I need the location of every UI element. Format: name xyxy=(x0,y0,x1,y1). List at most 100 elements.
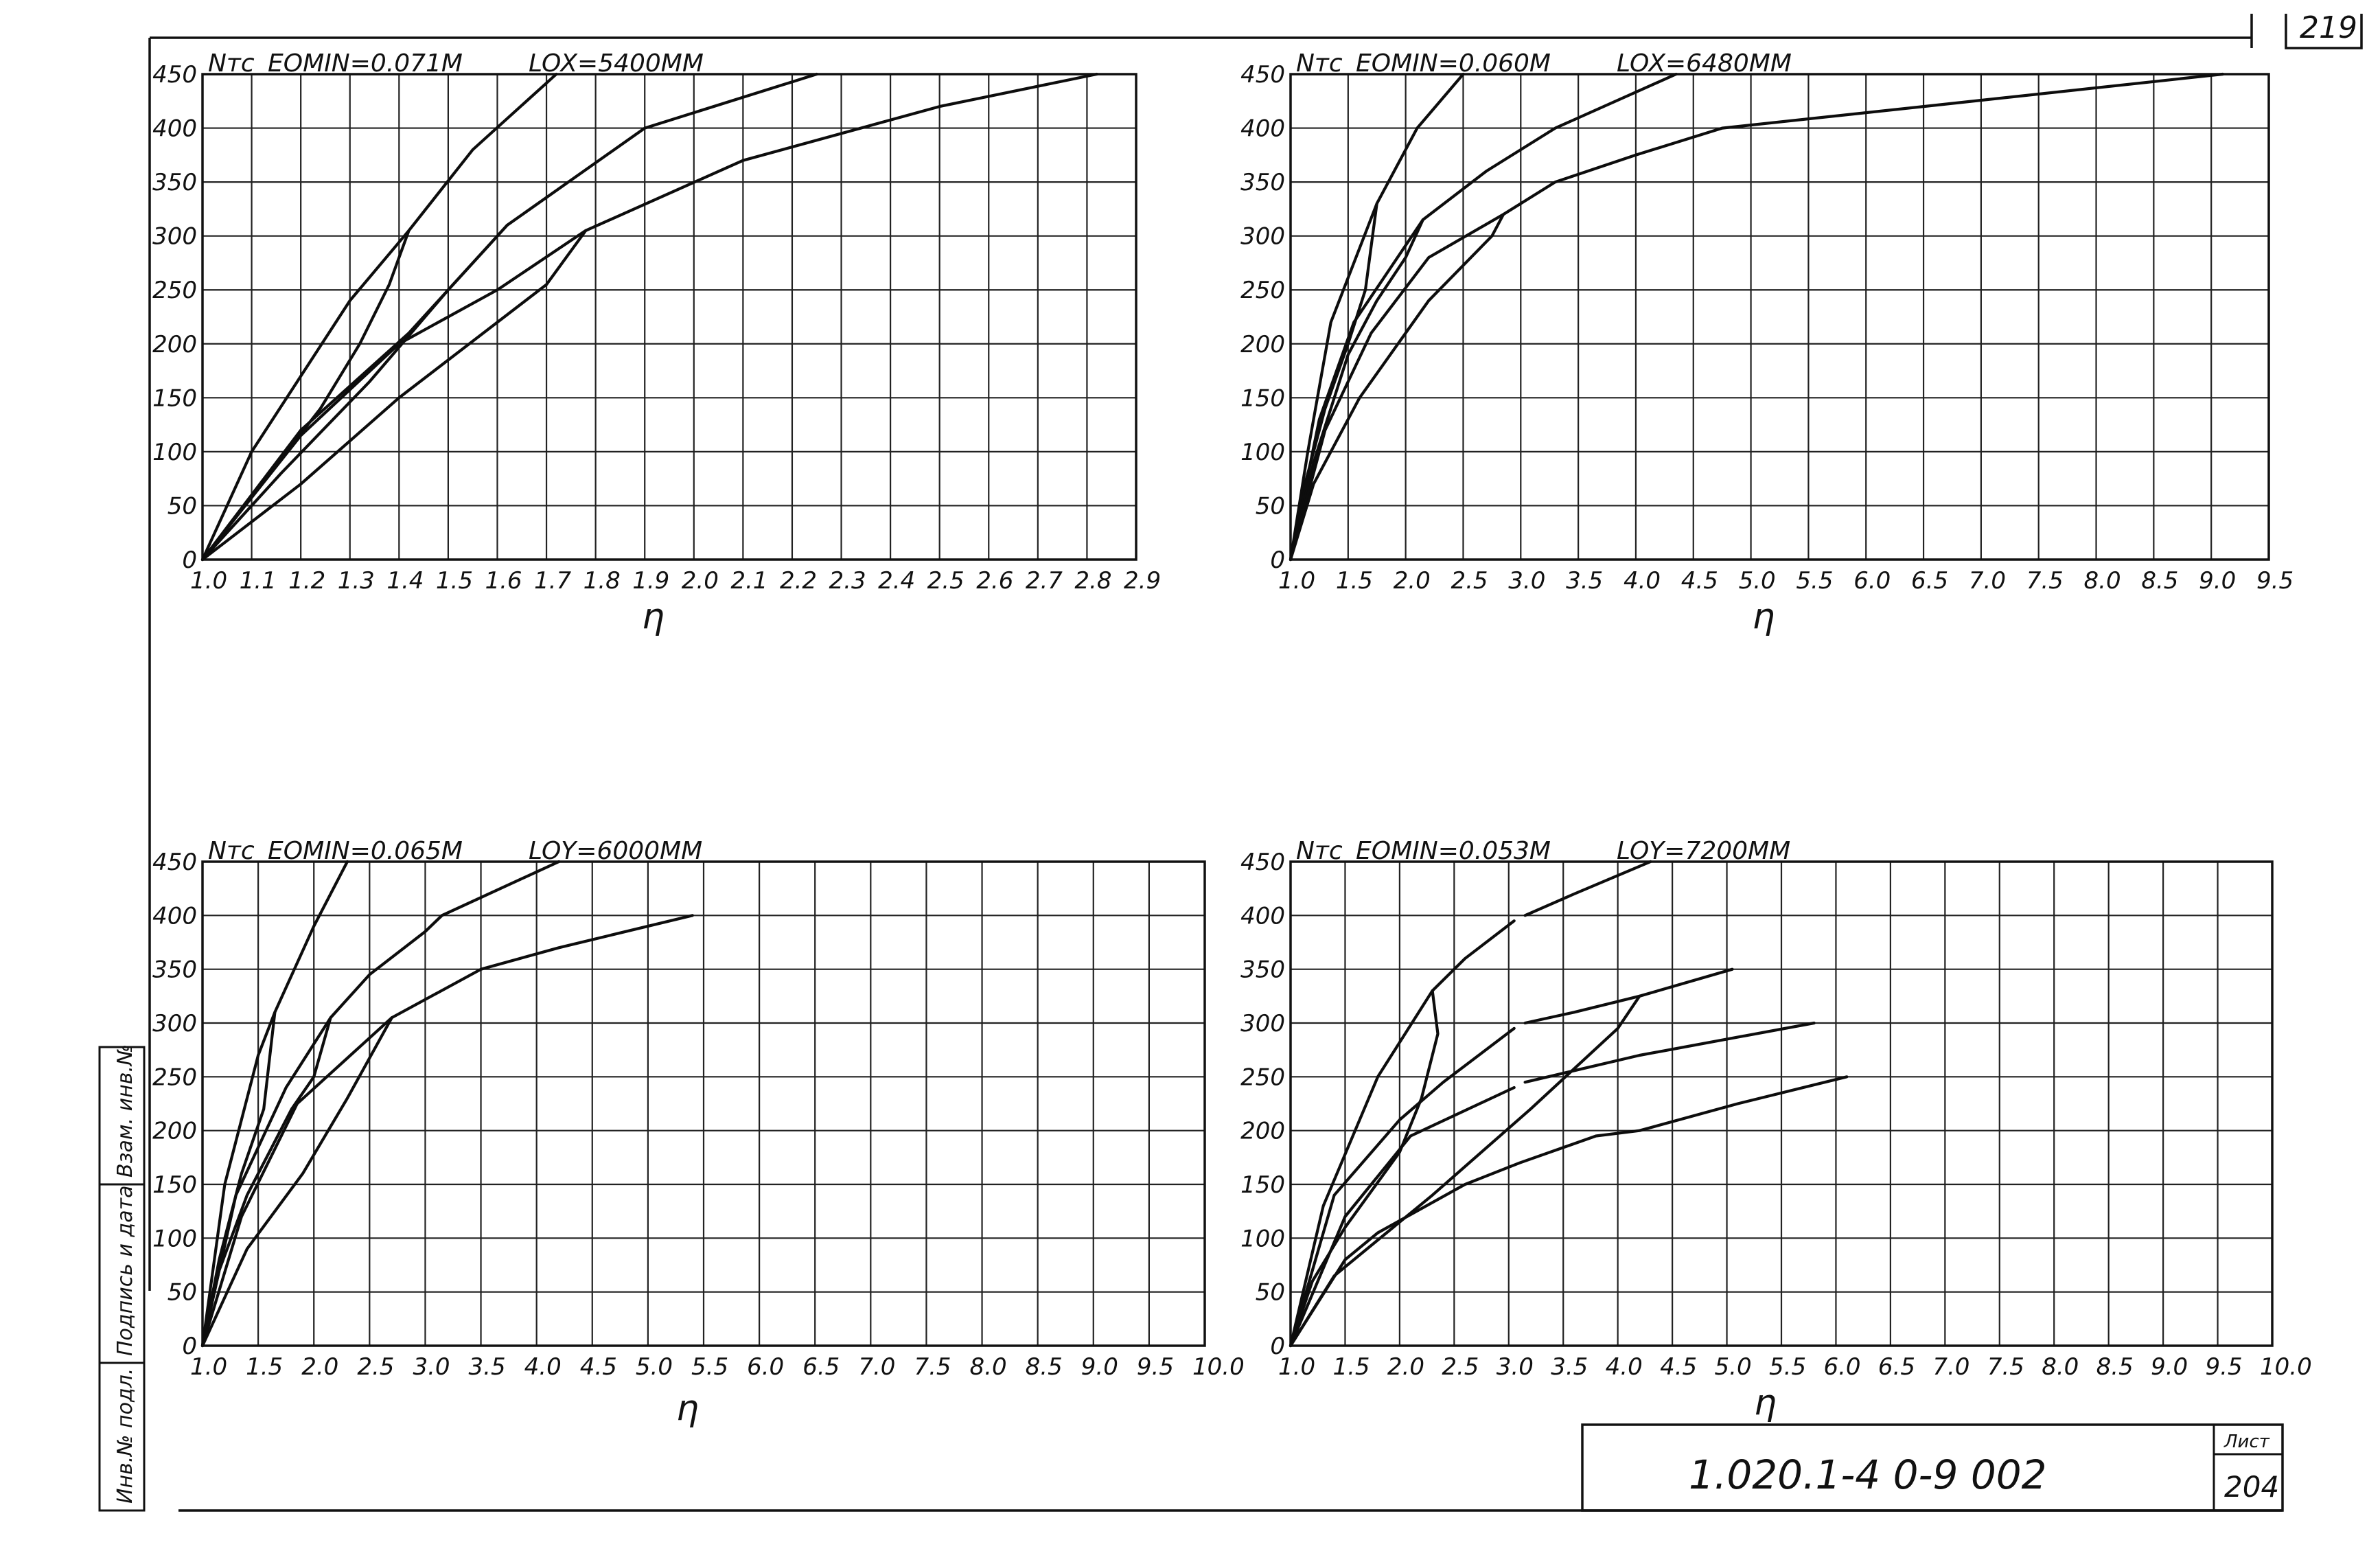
series-line xyxy=(1289,213,1505,562)
x-tick-label: 3.5 xyxy=(1551,1353,1588,1381)
chart-header-eccentricity: EOMIN=0.060М xyxy=(1356,49,1551,78)
side-stamp-inv-original: Инв.№ подл. xyxy=(113,1368,137,1504)
x-tick-label: 1.4 xyxy=(386,567,424,595)
chart-grid xyxy=(1289,73,2270,561)
x-tick-label: 4.0 xyxy=(524,1353,562,1381)
x-tick-label: 2.6 xyxy=(976,567,1013,595)
chart-grid xyxy=(201,73,1137,561)
series-line xyxy=(1523,860,1652,917)
x-tick-label: 2.8 xyxy=(1074,567,1111,595)
chart-header-eccentricity: EOMIN=0.065М xyxy=(268,837,463,865)
x-tick-label: 1.6 xyxy=(485,567,522,595)
series-line xyxy=(1289,218,1424,562)
chart-header-length: LOY=7200ММ xyxy=(1617,837,1790,865)
y-tick-label: 200 xyxy=(152,1118,197,1145)
x-tick-label: 9.5 xyxy=(2206,1353,2243,1381)
x-tick-label: 7.0 xyxy=(1969,567,2006,595)
x-tick-label: 3.0 xyxy=(1497,1353,1534,1381)
x-axis-label: η xyxy=(642,596,665,637)
x-tick-label: 2.9 xyxy=(1124,567,1161,595)
y-tick-label: 0 xyxy=(1270,547,1285,574)
x-tick-label: 9.0 xyxy=(2151,1353,2188,1381)
chart-grid xyxy=(201,860,1206,1347)
x-tick-label: 9.0 xyxy=(1081,1353,1118,1381)
y-tick-label: 0 xyxy=(182,547,197,574)
title-block: 1.020.1-4 0-9 002 Лист 204 xyxy=(178,1423,2284,1512)
x-tick-label: 4.0 xyxy=(1624,567,1661,595)
x-tick-label: 7.5 xyxy=(1987,1353,2024,1381)
x-tick-label: 8.0 xyxy=(970,1353,1007,1381)
y-tick-label: 250 xyxy=(1240,1064,1285,1091)
x-tick-label: 2.5 xyxy=(1442,1353,1479,1381)
x-tick-label: 8.5 xyxy=(1026,1353,1063,1381)
y-tick-label: 350 xyxy=(1240,169,1285,196)
y-tick-label: 0 xyxy=(1270,1333,1285,1360)
y-tick-label: 400 xyxy=(1240,115,1285,143)
x-tick-label: 1.5 xyxy=(1332,1353,1370,1381)
y-tick-label: 400 xyxy=(1240,902,1285,930)
x-tick-label: 2.1 xyxy=(730,567,767,595)
x-tick-label: 3.5 xyxy=(1566,567,1603,595)
chart-header-length: LOX=5400ММ xyxy=(529,49,704,78)
x-tick-label: 1.9 xyxy=(632,567,669,595)
x-tick-label: 5.0 xyxy=(1715,1353,1752,1381)
chart-header-force: Nтс xyxy=(1296,49,1343,78)
x-tick-label: 2.2 xyxy=(780,567,817,595)
x-tick-label: 8.0 xyxy=(2042,1353,2079,1381)
sheet-label: Лист xyxy=(2223,1432,2270,1452)
y-tick-label: 450 xyxy=(1240,61,1285,89)
y-tick-label: 200 xyxy=(152,331,197,358)
y-tick-label: 150 xyxy=(152,1171,197,1199)
series-line xyxy=(1523,1021,1816,1084)
y-tick-label: 200 xyxy=(1240,331,1285,358)
x-tick-label: 9.0 xyxy=(2199,567,2236,595)
chart-header-eccentricity: EOMIN=0.053М xyxy=(1356,837,1551,865)
x-tick-label: 3.0 xyxy=(1508,567,1545,595)
sheet-number: 204 xyxy=(2224,1470,2279,1504)
x-tick-label: 1.7 xyxy=(534,567,571,595)
x-tick-label: 8.5 xyxy=(2096,1353,2134,1381)
document-code: 1.020.1-4 0-9 002 xyxy=(1689,1451,2047,1498)
x-tick-label: 7.5 xyxy=(914,1353,951,1381)
x-tick-label: 2.3 xyxy=(829,567,866,595)
series-line xyxy=(200,223,509,562)
chart-header-length: LOY=6000ММ xyxy=(529,837,702,865)
plot-frame xyxy=(201,860,1206,1347)
x-tick-label: 2.4 xyxy=(878,567,915,595)
x-tick-label: 10.0 xyxy=(2260,1353,2312,1381)
y-tick-label: 50 xyxy=(1256,1279,1285,1307)
corner-page-number: 219 xyxy=(2300,10,2357,45)
x-tick-label: 2.0 xyxy=(682,567,719,595)
x-tick-label: 2.5 xyxy=(1451,567,1488,595)
y-tick-label: 300 xyxy=(152,223,197,251)
x-tick-label: 6.5 xyxy=(802,1353,840,1381)
x-axis-label: η xyxy=(1754,1382,1777,1423)
y-tick-label: 150 xyxy=(1240,1171,1285,1199)
y-tick-label: 100 xyxy=(152,439,197,466)
x-tick-label: 2.5 xyxy=(927,567,964,595)
x-tick-label: 9.5 xyxy=(1137,1353,1174,1381)
series-line xyxy=(200,1016,393,1348)
x-tick-label: 1.5 xyxy=(1336,567,1373,595)
x-tick-label: 2.0 xyxy=(1387,1353,1424,1381)
plot-frame xyxy=(201,73,1137,561)
y-tick-label: 450 xyxy=(152,61,197,89)
x-tick-label: 6.0 xyxy=(1823,1353,1860,1381)
y-tick-label: 0 xyxy=(182,1333,197,1360)
y-tick-label: 100 xyxy=(1240,1225,1285,1252)
y-tick-label: 400 xyxy=(152,902,197,930)
chart-header-force: Nтс xyxy=(208,49,255,78)
y-tick-label: 300 xyxy=(152,1010,197,1037)
series-line xyxy=(1289,72,2224,562)
series-line xyxy=(1289,72,1465,562)
x-tick-label: 8.0 xyxy=(2084,567,2121,595)
y-tick-label: 450 xyxy=(1240,849,1285,876)
series-line xyxy=(200,72,1098,562)
y-tick-label: 350 xyxy=(1240,956,1285,984)
x-tick-label: 10.0 xyxy=(1192,1353,1245,1381)
plot-frame xyxy=(1289,860,2274,1347)
side-stamp-frame xyxy=(98,1046,146,1512)
x-tick-label: 1.3 xyxy=(338,567,375,595)
x-tick-label: 8.5 xyxy=(2141,567,2178,595)
